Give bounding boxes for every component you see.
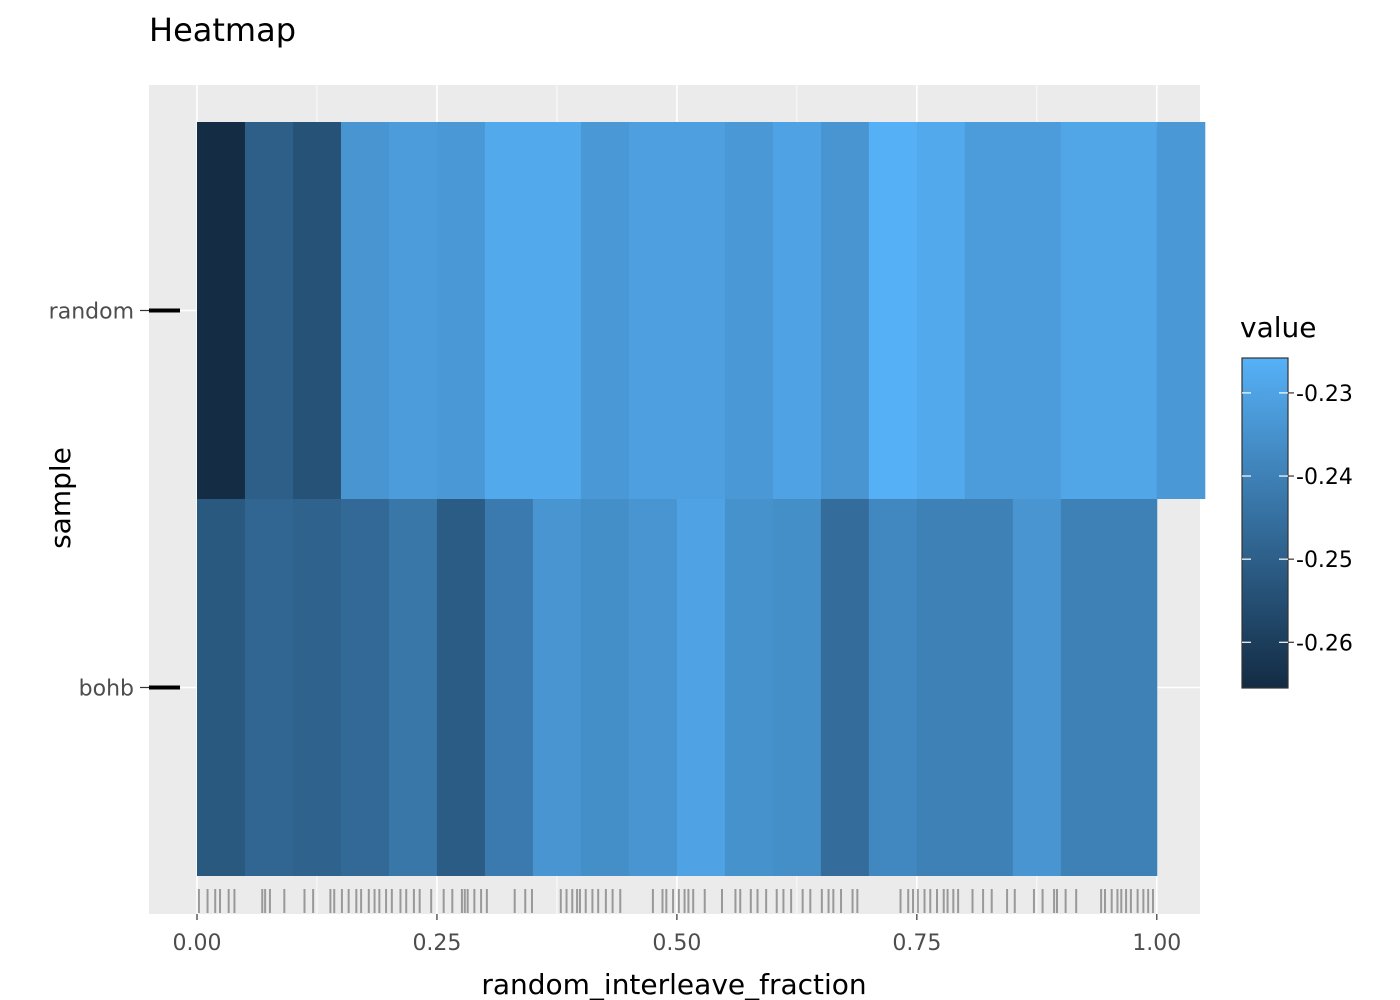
legend-tick-label: -0.26	[1296, 631, 1353, 656]
heatmap-tile-random	[916, 122, 966, 499]
heatmap-tile-random	[292, 122, 342, 499]
heatmap-tile-bohb	[628, 499, 678, 876]
x-axis-tick-label: 0.50	[652, 931, 701, 956]
x-axis-tick-label: 1.00	[1132, 931, 1181, 956]
heatmap-tile-bohb	[1012, 499, 1062, 876]
heatmap-tile-random	[1108, 122, 1158, 499]
heatmap-tile-bohb	[916, 499, 966, 876]
heatmap-tile-random	[532, 122, 582, 499]
x-axis-tick-label: 0.00	[172, 931, 221, 956]
heatmap-tile-random	[196, 122, 246, 499]
heatmap-tile-random	[1012, 122, 1062, 499]
rug-marks	[197, 889, 1154, 913]
heatmap-tile-random	[484, 122, 534, 499]
y-axis-title: sample	[44, 447, 77, 549]
x-axis-title: random_interleave_fraction	[481, 968, 866, 1000]
heatmap-tile-bohb	[676, 499, 726, 876]
heatmap-tile-bohb	[388, 499, 438, 876]
heatmap-tile-bohb	[820, 499, 870, 876]
y-axis-tick-label: bohb	[79, 677, 134, 702]
x-axis-tick-label: 0.75	[892, 931, 941, 956]
legend-colorbar	[1241, 357, 1289, 689]
heatmap-tile-bohb	[772, 499, 822, 876]
heatmap-tile-random	[676, 122, 726, 499]
heatmap-tile-random	[964, 122, 1014, 499]
y-axis-tick-label: random	[49, 300, 134, 325]
chart-title: Heatmap	[149, 11, 296, 49]
heatmap-tile-random	[580, 122, 630, 499]
heatmap-tile-bohb	[244, 499, 294, 876]
heatmap-tile-random	[388, 122, 438, 499]
heatmap-tile-random	[1060, 122, 1110, 499]
heatmap-tile-bohb	[532, 499, 582, 876]
heatmap-tile-bohb	[580, 499, 630, 876]
heatmap-tile-bohb	[340, 499, 390, 876]
heatmap-tile-random	[820, 122, 870, 499]
heatmap-tile-bohb	[436, 499, 486, 876]
axes: 0.00 0.25 0.50 0.75 1.00 bohb random	[49, 300, 1182, 957]
heatmap-tile-random	[340, 122, 390, 499]
heatmap-tile-bohb	[868, 499, 918, 876]
heatmap-tile-random	[868, 122, 918, 499]
x-axis-tick-label: 0.25	[412, 931, 461, 956]
heatmap-tile-bohb	[724, 499, 774, 876]
legend: -0.23 -0.24 -0.25 -0.26	[1241, 357, 1353, 689]
heatmap-tile-random	[628, 122, 678, 499]
legend-tick-label: -0.25	[1296, 548, 1353, 573]
heatmap-tile-random	[1156, 122, 1206, 499]
heatmap-tile-random	[724, 122, 774, 499]
heatmap-tile-bohb	[964, 499, 1014, 876]
legend-tick-label: -0.24	[1296, 465, 1353, 490]
heatmap-tile-bohb	[292, 499, 342, 876]
heatmap-tile-bohb	[484, 499, 534, 876]
heatmap-tile-bohb	[196, 499, 246, 876]
heatmap-tile-bohb	[1108, 499, 1158, 876]
heatmap-tile-bohb	[1060, 499, 1110, 876]
legend-tick-label: -0.23	[1296, 382, 1353, 407]
heatmap-tiles	[196, 122, 1206, 876]
heatmap-tile-random	[436, 122, 486, 499]
legend-title: value	[1240, 311, 1316, 344]
heatmap-tile-random	[772, 122, 822, 499]
heatmap-tile-random	[244, 122, 294, 499]
